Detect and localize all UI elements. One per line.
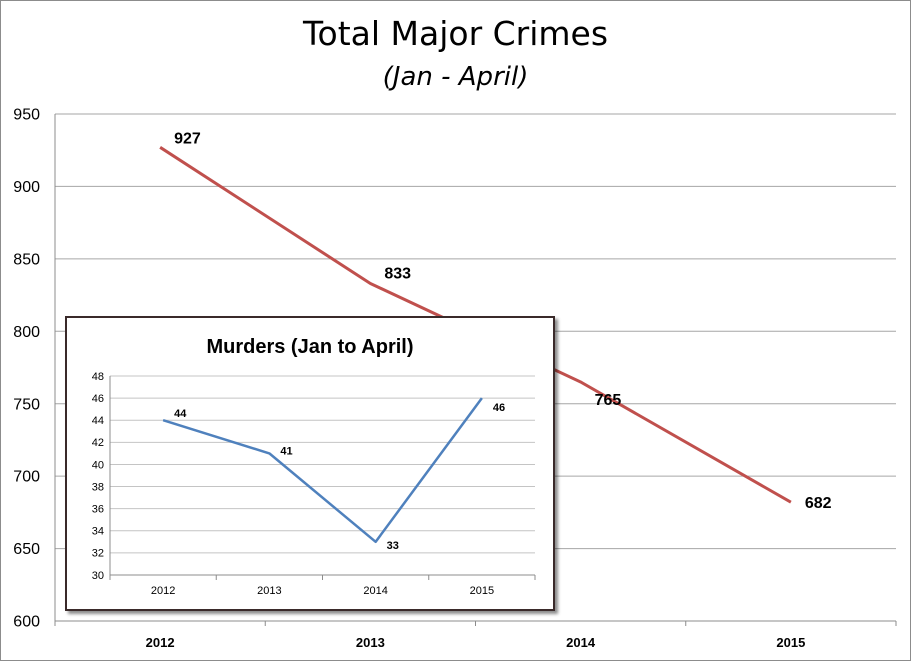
- murders-inset-chart: Murders (Jan to April) 30 32 34 36 38 40 42 44 4…: [65, 316, 555, 611]
- main-chart-subtitle: (Jan - April): [382, 62, 529, 92]
- y-tick-label: 44: [92, 415, 104, 427]
- y-tick-label: 30: [92, 570, 104, 582]
- data-label: 41: [280, 445, 292, 457]
- y-tick-label: 48: [92, 371, 104, 383]
- x-tick-label: 2015: [470, 585, 494, 597]
- x-tick-label: 2014: [566, 635, 596, 650]
- data-label: 765: [595, 392, 622, 409]
- y-tick-label: 750: [13, 396, 40, 413]
- y-tick-label: 42: [92, 437, 104, 449]
- data-label: 46: [493, 402, 505, 414]
- y-tick-label: 950: [13, 107, 40, 124]
- inset-chart-plot: 30 32 34 36 38 40 42 44 46 48 2012 2013 2014 2015 44 41…: [92, 371, 536, 597]
- x-tick-label: 2013: [257, 585, 281, 597]
- y-tick-label: 600: [13, 614, 40, 631]
- y-tick-label: 38: [92, 481, 104, 493]
- data-label: 33: [387, 540, 399, 552]
- y-tick-label: 46: [92, 393, 104, 405]
- main-chart-title: Total Major Crimes: [302, 14, 609, 53]
- y-tick-label: 36: [92, 504, 104, 516]
- y-tick-label: 900: [13, 179, 40, 196]
- data-label: 44: [174, 408, 187, 420]
- x-tick-label: 2014: [363, 585, 387, 597]
- y-tick-label: 700: [13, 469, 40, 486]
- y-tick-label: 32: [92, 548, 104, 560]
- series-line: [162, 397, 483, 544]
- inset-chart-title: Murders (Jan to April): [206, 336, 414, 358]
- data-label: 682: [805, 495, 832, 512]
- x-tick-label: 2012: [146, 635, 175, 650]
- y-tick-label: 40: [92, 459, 104, 471]
- data-label: 833: [384, 265, 411, 282]
- x-tick-label: 2012: [151, 585, 175, 597]
- y-tick-label: 34: [92, 526, 104, 538]
- data-label: 927: [174, 130, 201, 147]
- y-tick-label: 800: [13, 324, 40, 341]
- x-tick-label: 2013: [356, 635, 385, 650]
- y-tick-label: 650: [13, 541, 40, 558]
- x-tick-label: 2015: [776, 635, 805, 650]
- y-tick-label: 850: [13, 251, 40, 268]
